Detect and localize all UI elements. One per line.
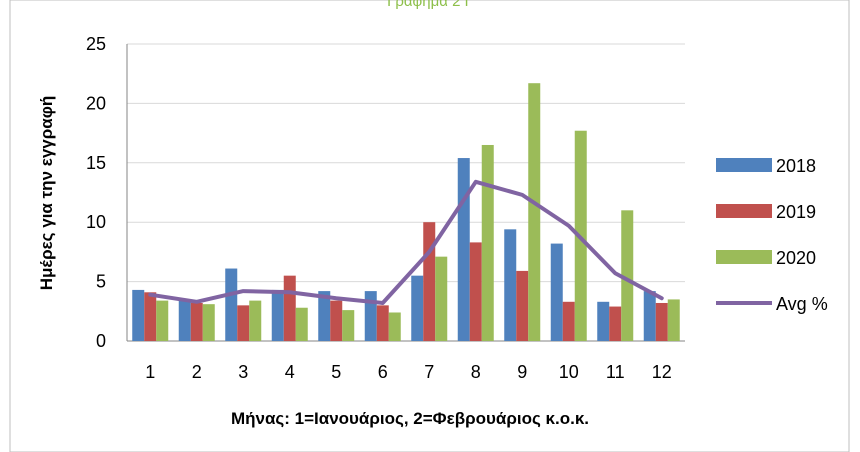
bar-2020-8 [481, 144, 494, 341]
bar-2019-9 [516, 270, 529, 341]
bar-2018-1 [132, 289, 145, 341]
bar-2020-3 [249, 300, 262, 341]
bar-2018-6 [364, 291, 377, 341]
bar-2019-1 [144, 292, 157, 341]
chart-title: Γράφημα 2 Γ [387, 0, 473, 10]
bar-2018-5 [318, 291, 331, 341]
legend-label: Avg % [776, 294, 828, 314]
x-tick-label: 5 [331, 362, 341, 382]
bar-2019-5 [330, 300, 343, 341]
bar-2019-12 [655, 302, 668, 341]
x-tick-label: 8 [471, 362, 481, 382]
bar-2020-6 [388, 312, 401, 341]
legend-swatch [716, 204, 772, 218]
avg-line [148, 179, 664, 305]
legend: 2018 2019 2020 Avg % [716, 156, 828, 314]
bar-2018-11 [597, 301, 610, 341]
y-axis-title: Ημέρες για την εγγραφή [37, 96, 56, 291]
legend-label: 2019 [776, 202, 816, 222]
x-tick-label: 11 [606, 362, 625, 382]
y-tick-label: 15 [86, 153, 106, 173]
bar-2019-7 [423, 222, 436, 341]
bar-2018-3 [225, 268, 238, 341]
legend-swatch [716, 250, 772, 264]
x-tick-label: 12 [652, 362, 672, 382]
x-axis-title: Μήνας: 1=Ιανουάριος, 2=Φεβρουάριος κ.ο.κ… [231, 409, 589, 428]
gridlines [126, 43, 685, 342]
y-tick-label: 20 [86, 93, 106, 113]
bar-2019-4 [283, 275, 296, 341]
x-tick-label: 4 [285, 362, 295, 382]
y-tick-label: 5 [96, 272, 106, 292]
x-tick-labels: 1 2 3 4 5 6 7 8 9 10 11 12 [145, 362, 672, 382]
x-tick-label: 6 [378, 362, 388, 382]
legend-swatch [716, 158, 772, 172]
bar-2020-7 [435, 256, 448, 341]
bar-2018-4 [271, 289, 284, 341]
bar-2020-9 [528, 83, 541, 341]
bar-2018-10 [550, 243, 563, 341]
y-tick-label: 0 [96, 331, 106, 351]
x-tick-label: 3 [238, 362, 248, 382]
bar-2018-8 [457, 158, 470, 341]
bar-2018-7 [411, 275, 424, 341]
bar-2020-1 [156, 300, 169, 341]
y-tick-label: 10 [86, 212, 106, 232]
x-tick-label: 9 [517, 362, 527, 382]
bar-2020-12 [667, 299, 680, 341]
x-tick-label: 1 [145, 362, 155, 382]
bar-2019-10 [562, 301, 575, 341]
y-tick-label: 25 [86, 34, 106, 54]
legend-label: 2018 [776, 156, 816, 176]
bar-2019-6 [376, 305, 389, 341]
bar-2020-4 [295, 307, 308, 341]
bar-2018-2 [178, 300, 191, 341]
bar-2019-2 [190, 302, 203, 341]
bar-2020-5 [342, 310, 355, 341]
bar-2020-2 [202, 304, 215, 341]
bar-2019-3 [237, 305, 250, 341]
bar-2020-11 [621, 210, 634, 341]
legend-label: 2020 [776, 248, 816, 268]
x-tick-label: 7 [424, 362, 434, 382]
y-tick-labels: 0 5 10 15 20 25 [86, 34, 106, 351]
x-tick-label: 2 [192, 362, 202, 382]
bars [132, 83, 680, 341]
bar-2018-12 [643, 291, 656, 341]
bar-2018-9 [504, 229, 517, 341]
bar-2019-11 [609, 306, 622, 341]
line-series [148, 179, 664, 305]
x-tick-label: 10 [559, 362, 579, 382]
bar-2019-8 [469, 242, 482, 341]
